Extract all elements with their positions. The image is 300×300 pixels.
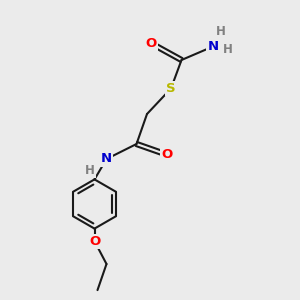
Text: H: H [216,25,225,38]
Text: O: O [161,148,172,161]
Text: N: N [101,152,112,166]
Text: S: S [166,82,176,95]
Text: O: O [89,235,100,248]
Text: H: H [85,164,95,178]
Text: N: N [207,40,219,53]
Text: O: O [146,37,157,50]
Text: H: H [223,43,233,56]
